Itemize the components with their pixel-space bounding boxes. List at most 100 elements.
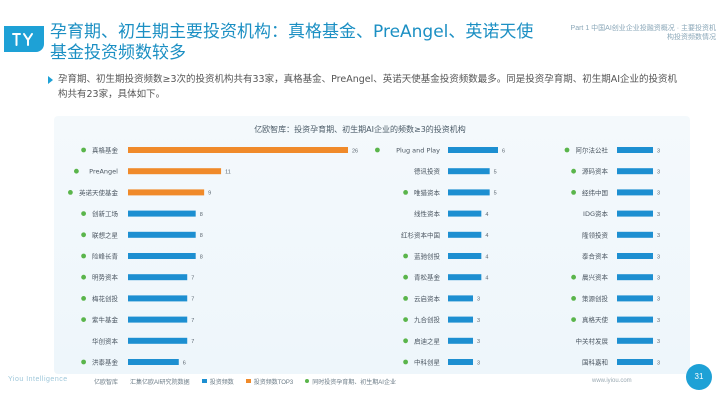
bar-row: 中关村发展 3 (576, 336, 661, 345)
category-label: 真格基金 (92, 146, 119, 155)
page-title: 孕育期、初生期主要投资机构：真格基金、PreAngel、英诺天使基金投资频数较多 (50, 22, 534, 63)
bar-row: 启迪之星 3 (403, 336, 480, 345)
bar-row: 梅花创投 7 (81, 294, 194, 303)
value-label: 3 (477, 360, 480, 366)
bar-row: 线性资本 4 (414, 209, 488, 218)
value-label: 26 (352, 148, 358, 154)
bar (617, 359, 653, 365)
legend-label: 投资频数 (209, 379, 234, 386)
value-label: 3 (477, 318, 480, 324)
bar (448, 295, 473, 302)
category-label: 国科嘉和 (582, 358, 608, 367)
value-label: 4 (485, 276, 488, 282)
bar-row: 英诺天使基金 9 (68, 188, 211, 197)
bar-row: 华创资本 7 (92, 336, 194, 345)
bar (128, 231, 196, 238)
co-invest-marker (375, 147, 380, 153)
category-label: 英诺天使基金 (79, 188, 119, 197)
bar (617, 210, 653, 217)
value-label: 7 (191, 339, 194, 345)
bar (448, 168, 490, 175)
value-label: 5 (494, 191, 497, 197)
bar-row: 泰合资本 3 (582, 252, 660, 261)
page-number: 31 (686, 364, 712, 390)
bar-row: 唯猎资本 5 (403, 188, 497, 197)
bar-row: 紫牛基金 7 (81, 315, 194, 324)
co-invest-marker (403, 317, 408, 322)
category-label: 洪泰基金 (92, 358, 119, 367)
value-label: 9 (208, 191, 211, 197)
bar (128, 147, 348, 153)
category-label: 梅花创投 (92, 294, 119, 303)
value-label: 8 (200, 254, 203, 260)
bar (617, 231, 653, 238)
co-invest-marker (81, 317, 86, 322)
co-invest-marker (571, 190, 576, 195)
co-invest-marker (403, 296, 408, 301)
co-invest-marker (81, 253, 86, 259)
bar (617, 295, 653, 302)
value-label: 3 (657, 276, 660, 282)
bar-row: 源码资本 3 (571, 167, 660, 176)
bar (617, 274, 653, 281)
legend-item: 投资频数TOP3 (245, 377, 293, 386)
value-label: 4 (485, 233, 488, 239)
value-label: 11 (225, 170, 231, 176)
category-label: IDG资本 (583, 209, 608, 218)
bar (448, 210, 482, 217)
bar (128, 168, 222, 175)
co-invest-marker (564, 147, 570, 153)
bar (617, 168, 653, 175)
category-label: 真格天使 (582, 315, 609, 324)
co-invest-marker (81, 359, 86, 365)
category-label: 唯猎资本 (414, 188, 441, 197)
co-invest-marker (571, 296, 576, 301)
bar-row: 晨兴资本 3 (571, 273, 660, 282)
bar (617, 147, 653, 153)
category-label: 启迪之星 (414, 336, 441, 345)
bar-row: 隆领投资 3 (582, 230, 660, 239)
legend-item: 亿欧智库 (94, 377, 118, 386)
category-label: 云启资本 (414, 294, 441, 303)
legend-swatch-blue (201, 379, 207, 383)
co-invest-marker (81, 147, 86, 153)
bar (128, 210, 196, 217)
legend-label: 汇集亿欧AI研究院数据 (130, 379, 190, 386)
bar (617, 316, 653, 323)
bar (128, 189, 205, 196)
bar (128, 295, 188, 302)
value-label: 6 (183, 360, 186, 366)
legend-item: 同时投资孕育期、初生期AI企业 (305, 377, 396, 386)
co-invest-marker (571, 274, 576, 280)
legend-dot-green (305, 379, 310, 383)
value-label: 3 (657, 297, 660, 303)
category-label: 青松基金 (414, 273, 441, 282)
value-label: 7 (191, 297, 194, 303)
bar-row: 云启资本 3 (403, 294, 480, 303)
bar (128, 337, 188, 344)
bar (617, 337, 653, 344)
bar-row: 蓝驰创投 4 (403, 252, 488, 261)
bar-row: 中科创星 3 (403, 358, 480, 367)
bar-row: 红杉资本中国 4 (401, 230, 488, 239)
logo-icon (12, 33, 33, 46)
bar-row: 创新工场 8 (81, 209, 203, 218)
category-label: 创新工场 (92, 209, 119, 218)
bar-row: 德讯投资 5 (414, 167, 497, 176)
bar (128, 274, 188, 281)
bar-row: PreAngel 11 (74, 168, 231, 176)
co-invest-marker (68, 190, 73, 195)
bar-row: 明势资本 7 (81, 273, 194, 282)
bar (617, 189, 653, 196)
legend-item: 投资频数 (201, 377, 234, 386)
value-label: 3 (477, 339, 480, 345)
bar-row: 真格基金 26 (81, 146, 358, 155)
value-label: 8 (200, 233, 203, 239)
value-label: 3 (657, 233, 660, 239)
bar (448, 359, 473, 365)
bar-row: 青松基金 4 (403, 273, 488, 282)
bar (448, 147, 498, 153)
value-label: 3 (657, 170, 660, 176)
bar-row: 险峰长青 8 (81, 252, 203, 261)
